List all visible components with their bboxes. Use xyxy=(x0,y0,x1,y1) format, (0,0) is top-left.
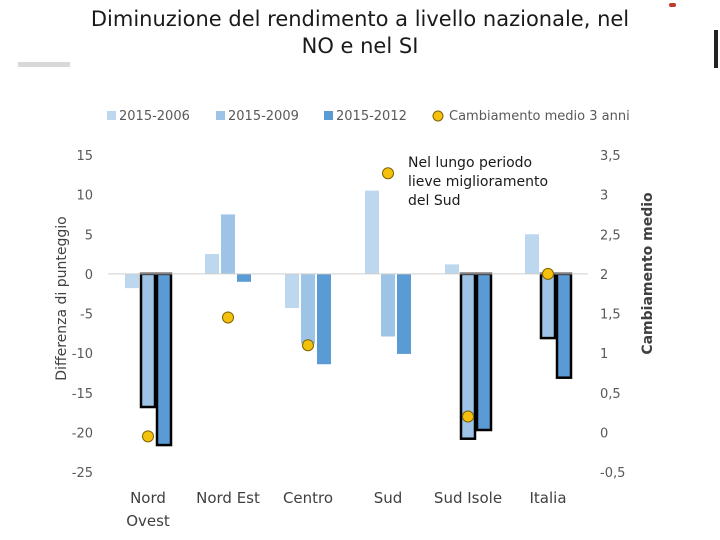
bar-2015-2006 xyxy=(205,254,219,274)
bar-2015-2006 xyxy=(525,234,539,274)
y-tick-label: -10 xyxy=(72,347,93,362)
line-series-marker xyxy=(142,430,154,443)
title-line-2: NO e nel SI xyxy=(301,34,419,58)
legend-label-line-series: Cambiamento medio 3 anni xyxy=(449,109,630,124)
legend-label-2015-2006: 2015-2006 xyxy=(119,109,190,124)
y2-tick-label: 1,5 xyxy=(600,308,621,323)
x-category-label: Nord Est xyxy=(196,489,260,507)
bar-2015-2006 xyxy=(365,190,379,274)
line-series-marker xyxy=(542,267,554,280)
chart-annotation: Nel lungo periodo xyxy=(408,155,532,171)
red-accent-mark xyxy=(669,3,676,7)
legend-label-2015-2012: 2015-2012 xyxy=(336,109,407,124)
x-category-label: Ovest xyxy=(126,512,170,530)
y-axis-title: Differenza di punteggio xyxy=(54,216,70,380)
legend-marker-line-series xyxy=(432,110,444,122)
y2-tick-label: 1 xyxy=(600,347,608,362)
page-title: Diminuzione del rendimento a livello naz… xyxy=(0,6,720,60)
edge-bar-decoration xyxy=(714,30,718,68)
bar-2015-2012 xyxy=(317,273,331,365)
y-tick-label: 10 xyxy=(76,189,93,204)
y2-tick-label: -0,5 xyxy=(600,466,625,481)
line-series-marker xyxy=(382,167,394,180)
y-tick-label: 0 xyxy=(85,268,93,283)
title-line-1: Diminuzione del rendimento a livello naz… xyxy=(90,7,630,31)
y-tick-label: 15 xyxy=(76,149,93,164)
y2-axis-title: Cambiamento medio xyxy=(640,192,656,355)
bar-2015-2012 xyxy=(475,272,493,432)
legend-swatch-2015-2012 xyxy=(324,111,333,120)
y-tick-label: -5 xyxy=(80,308,93,323)
line-series-marker xyxy=(302,339,314,352)
faint-logo-mark xyxy=(18,62,70,67)
y2-tick-label: 2 xyxy=(600,268,608,283)
bar-2015-2009 xyxy=(301,273,315,344)
legend-label-2015-2009: 2015-2009 xyxy=(228,109,299,124)
line-series-marker xyxy=(462,410,474,423)
y2-tick-label: 3 xyxy=(600,189,608,204)
bar-2015-2009 xyxy=(381,273,395,337)
x-category-label: Italia xyxy=(529,489,566,507)
y-tick-label: 5 xyxy=(85,228,93,243)
bar-2015-2012 xyxy=(155,272,173,447)
bar-2015-2009 xyxy=(539,272,557,340)
y2-tick-label: 3,5 xyxy=(600,149,621,164)
y-tick-label: -15 xyxy=(72,387,93,402)
bar-2015-2006 xyxy=(445,264,459,274)
chart-annotation: del Sud xyxy=(408,193,461,209)
x-category-label: Sud xyxy=(374,489,403,507)
bar-2015-2009 xyxy=(139,272,157,409)
x-category-label: Centro xyxy=(283,489,333,507)
y2-tick-label: 2,5 xyxy=(600,228,621,243)
y-tick-label: -25 xyxy=(72,466,93,481)
y-tick-label: -20 xyxy=(72,426,93,441)
y2-tick-label: 0,5 xyxy=(600,387,621,402)
x-category-label: Sud Isole xyxy=(434,489,502,507)
bar-2015-2012 xyxy=(237,273,251,282)
y2-tick-label: 0 xyxy=(600,426,608,441)
legend-swatch-2015-2009 xyxy=(216,111,225,120)
bar-2015-2012 xyxy=(397,273,411,354)
legend-swatch-2015-2006 xyxy=(107,111,116,120)
line-series-marker xyxy=(222,311,234,324)
bar-2015-2009 xyxy=(221,214,235,274)
bar-2015-2006 xyxy=(125,273,139,289)
bar-2015-2006 xyxy=(285,273,299,308)
bar-2015-2012 xyxy=(555,272,573,379)
x-category-label: Nord xyxy=(130,489,166,507)
chart-annotation: lieve miglioramento xyxy=(408,174,548,190)
